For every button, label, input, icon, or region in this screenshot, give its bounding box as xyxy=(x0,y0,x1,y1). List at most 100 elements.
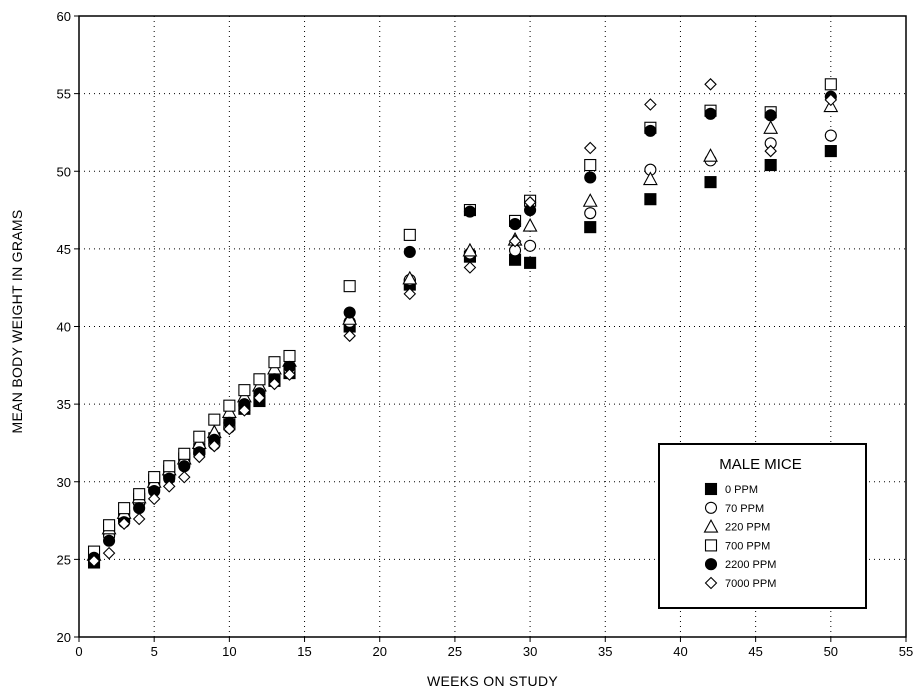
legend-item: 70 PPM xyxy=(704,501,764,515)
data-point xyxy=(584,171,597,184)
data-point xyxy=(403,228,416,241)
data-point xyxy=(163,460,176,473)
data-point xyxy=(824,78,837,91)
data-point xyxy=(704,107,717,120)
data-point xyxy=(824,129,837,142)
data-point xyxy=(764,109,777,122)
x-tick-label: 10 xyxy=(222,644,236,659)
data-point xyxy=(704,78,717,91)
data-point xyxy=(238,384,251,397)
data-point xyxy=(462,242,478,257)
data-point xyxy=(268,377,281,391)
legend-marker xyxy=(704,558,718,571)
data-point xyxy=(583,141,597,155)
data-point xyxy=(584,158,597,172)
x-tick-label: 55 xyxy=(899,644,913,659)
axis-ticks: 0 5 10 15 20 25 30 35 40 45 50 55 20 25 30 35 40 45 50 55 60 xyxy=(57,9,914,659)
y-tick-label: 35 xyxy=(57,397,71,412)
data-point xyxy=(162,480,176,493)
legend-label: 7000 PPM xyxy=(725,578,776,590)
data-point xyxy=(524,239,537,252)
y-tick-label: 60 xyxy=(57,9,71,24)
data-point xyxy=(463,205,476,218)
x-tick-label: 15 xyxy=(297,644,311,659)
x-tick-label: 40 xyxy=(673,644,687,659)
data-point xyxy=(148,471,161,484)
y-tick-label: 55 xyxy=(57,87,71,102)
x-tick-label: 20 xyxy=(372,644,386,659)
legend-label: 0 PPM xyxy=(725,484,758,496)
data-point xyxy=(208,439,221,453)
series-7000-ppm xyxy=(87,78,838,568)
data-point xyxy=(522,217,538,232)
y-tick-label: 30 xyxy=(57,475,71,490)
data-point xyxy=(582,193,598,207)
legend-item: 220 PPM xyxy=(703,518,770,534)
data-point xyxy=(103,519,116,532)
data-point xyxy=(103,534,116,547)
data-point xyxy=(193,450,206,464)
data-point xyxy=(223,422,236,436)
legend-item: 700 PPM xyxy=(704,539,770,552)
data-point xyxy=(403,245,416,259)
data-point xyxy=(508,234,522,248)
data-point xyxy=(824,93,838,107)
legend-label: 2200 PPM xyxy=(725,559,776,571)
data-point xyxy=(223,399,236,412)
data-point xyxy=(644,98,657,111)
x-tick-label: 25 xyxy=(448,644,462,659)
data-point xyxy=(403,287,417,301)
y-tick-label: 40 xyxy=(57,320,71,335)
data-point xyxy=(117,517,131,530)
data-point xyxy=(193,430,206,443)
data-point xyxy=(133,502,146,515)
x-tick-label: 0 xyxy=(75,644,82,659)
legend-marker xyxy=(704,539,718,552)
data-point xyxy=(283,349,296,363)
y-tick-label: 20 xyxy=(57,630,71,645)
legend-marker xyxy=(704,482,718,496)
legend: MALE MICE 0 PPM 70 PPM 220 PPM 700 PPM 2200 … xyxy=(658,443,867,609)
data-point xyxy=(133,488,146,501)
data-point xyxy=(584,207,597,220)
data-point xyxy=(343,306,356,319)
data-point xyxy=(253,373,266,386)
data-point xyxy=(703,148,718,162)
legend-item: 2200 PPM xyxy=(704,558,776,571)
y-tick-label: 50 xyxy=(57,164,71,179)
x-tick-label: 50 xyxy=(824,644,838,659)
legend-box xyxy=(658,443,867,609)
legend-marker xyxy=(704,576,718,590)
data-point xyxy=(523,196,537,209)
data-point xyxy=(132,512,146,526)
data-point xyxy=(764,144,777,158)
y-tick-label: 25 xyxy=(57,552,71,567)
x-tick-label: 5 xyxy=(151,644,158,659)
x-axis-title: WEEKS ON STUDY xyxy=(427,673,558,689)
data-point xyxy=(268,356,281,369)
data-point xyxy=(402,270,418,285)
data-point xyxy=(524,256,537,269)
data-point xyxy=(763,120,779,134)
data-markers xyxy=(86,78,839,569)
legend-label: 220 PPM xyxy=(725,522,770,534)
data-point xyxy=(253,391,266,405)
legend-marker xyxy=(704,501,718,514)
legend-items: 0 PPM 70 PPM 220 PPM 700 PPM 2200 PPM 7000 PP… xyxy=(703,482,776,590)
data-point xyxy=(87,554,101,568)
data-point xyxy=(238,404,251,417)
data-point xyxy=(283,368,296,381)
legend-label: 700 PPM xyxy=(725,540,770,552)
x-tick-label: 30 xyxy=(523,644,537,659)
grid-lines xyxy=(79,16,906,637)
data-point xyxy=(463,261,477,274)
data-point xyxy=(764,158,777,172)
data-point xyxy=(704,176,717,189)
data-point xyxy=(208,413,221,426)
data-point xyxy=(644,124,657,137)
data-point xyxy=(147,492,161,506)
legend-title: MALE MICE xyxy=(719,456,802,473)
legend-marker xyxy=(703,518,719,533)
data-point xyxy=(642,171,658,186)
data-point xyxy=(509,217,522,231)
